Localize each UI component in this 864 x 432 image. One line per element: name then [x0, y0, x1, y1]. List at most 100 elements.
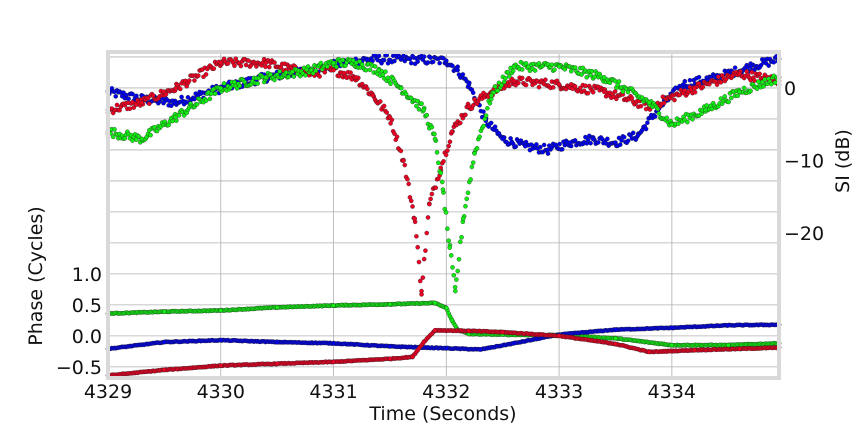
data-point — [489, 93, 494, 98]
data-point — [428, 196, 433, 202]
data-point — [212, 91, 218, 96]
data-point — [605, 136, 610, 142]
si-axis-label: SI (dB) — [832, 129, 854, 193]
x-tick-label: 4329 — [84, 381, 132, 403]
data-point — [417, 278, 423, 284]
data-point — [692, 347, 697, 353]
data-point — [511, 341, 517, 346]
data-point — [470, 90, 476, 96]
data-point — [419, 101, 424, 106]
data-point — [572, 138, 578, 143]
data-point — [398, 85, 404, 91]
data-point — [536, 84, 542, 90]
data-point — [415, 244, 420, 250]
data-point — [173, 100, 178, 105]
data-point — [308, 67, 314, 73]
grid-lines — [107, 52, 779, 378]
x-axis-label: Time (Seconds) — [368, 403, 516, 425]
data-point — [272, 77, 277, 83]
data-point — [148, 132, 153, 138]
data-point — [619, 138, 624, 143]
data-point — [692, 85, 697, 91]
data-point — [365, 56, 370, 62]
data-point — [492, 84, 498, 89]
data-point — [618, 142, 623, 147]
data-point — [246, 58, 251, 63]
data-point — [388, 81, 393, 87]
data-point — [680, 82, 686, 87]
data-point — [448, 253, 454, 258]
data-point — [552, 67, 557, 72]
data-point — [516, 80, 521, 86]
data-point — [177, 86, 183, 92]
data-point — [656, 111, 662, 116]
data-point — [728, 95, 734, 101]
data-point — [438, 170, 444, 176]
data-point — [752, 78, 757, 83]
data-point — [589, 68, 595, 74]
data-point — [440, 187, 446, 192]
data-point — [444, 305, 449, 311]
data-point — [500, 136, 505, 142]
data-point — [445, 148, 450, 153]
data-point — [519, 75, 525, 81]
data-point — [635, 133, 641, 138]
data-point — [460, 216, 466, 221]
data-point — [147, 101, 152, 106]
data-point — [325, 64, 330, 69]
data-point — [578, 85, 583, 91]
data-point — [305, 64, 311, 69]
data-point — [387, 114, 393, 120]
data-point — [405, 176, 410, 182]
data-point — [218, 60, 224, 66]
data-point — [449, 318, 455, 323]
data-point — [557, 141, 562, 147]
data-point — [453, 288, 458, 294]
data-point — [737, 89, 742, 95]
data-point — [406, 181, 411, 187]
data-point — [677, 92, 682, 98]
data-point — [687, 78, 693, 83]
data-point — [407, 56, 413, 62]
data-point — [353, 75, 359, 80]
data-point — [766, 63, 771, 68]
data-point — [454, 277, 459, 282]
data-point — [419, 288, 424, 294]
data-point — [459, 234, 464, 240]
data-point — [669, 342, 675, 348]
data-point — [196, 73, 201, 78]
data-point — [601, 75, 607, 80]
data-point — [588, 140, 593, 146]
x-tick-labels: 4329 4330 4331 4332 4333 4334 — [84, 381, 696, 403]
data-point — [113, 94, 119, 99]
data-point — [669, 122, 675, 127]
data-point — [381, 57, 387, 63]
data-point — [499, 82, 504, 88]
data-point — [303, 73, 308, 78]
x-tick-label: 4334 — [648, 381, 696, 403]
data-point — [162, 367, 167, 373]
data-point — [590, 136, 596, 142]
data-point — [541, 142, 547, 148]
data-point — [625, 138, 631, 144]
data-point — [451, 272, 457, 278]
data-point — [387, 301, 393, 307]
data-point — [519, 67, 525, 72]
data-point — [263, 64, 268, 70]
data-point — [439, 179, 445, 185]
data-point — [590, 89, 596, 95]
data-point — [387, 356, 393, 362]
data-point — [110, 134, 116, 140]
data-point — [748, 64, 754, 69]
data-point — [450, 63, 455, 69]
data-point — [450, 265, 455, 270]
phase-tick-label: 1.0 — [72, 264, 102, 286]
si-tick-labels: 0 −10 −20 — [784, 78, 824, 245]
data-point — [457, 120, 463, 126]
data-point — [762, 77, 768, 82]
data-point — [464, 196, 470, 202]
data-point — [485, 105, 490, 111]
data-point — [737, 346, 742, 352]
data-point — [416, 107, 422, 112]
